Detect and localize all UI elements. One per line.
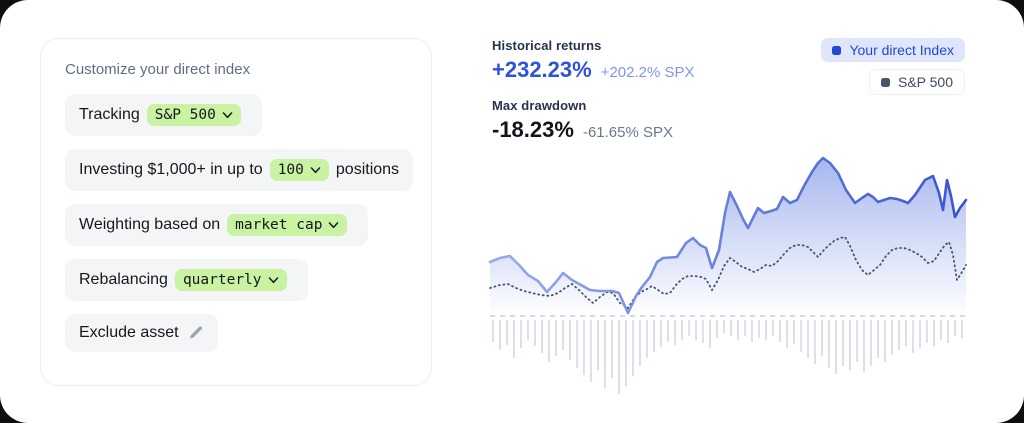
max-drawdown-label: Max drawdown xyxy=(492,98,587,113)
positions-label: Investing $1,000+ in up to xyxy=(79,161,263,178)
max-drawdown-value: -18.23% xyxy=(492,117,574,142)
tracking-label: Tracking xyxy=(79,106,140,123)
option-rows: Tracking S&P 500 Investing $1,000+ in up t… xyxy=(65,94,414,352)
chevron-down-icon xyxy=(310,166,321,173)
stats-block: Historical returns +232.23% +202.2% SPX … xyxy=(492,38,695,158)
legend-label: Your direct Index xyxy=(849,42,954,58)
customize-panel: Customize your direct index Tracking S&P … xyxy=(40,38,432,386)
rebalancing-dropdown[interactable]: quarterly xyxy=(174,269,287,291)
rebalancing-row: Rebalancing quarterly xyxy=(65,259,308,301)
chevron-down-icon xyxy=(268,276,278,283)
historical-returns-value: +232.23% xyxy=(492,57,592,82)
legend-dot-icon xyxy=(832,45,842,55)
performance-chart xyxy=(488,156,968,394)
exclude-asset-label: Exclude asset xyxy=(79,324,179,341)
positions-dropdown[interactable]: 100 xyxy=(269,159,329,181)
positions-row: Investing $1,000+ in up to 100 positions xyxy=(65,149,414,191)
tracking-row: Tracking S&P 500 xyxy=(65,94,262,136)
tracking-dropdown[interactable]: S&P 500 xyxy=(146,104,241,126)
direct-index-area xyxy=(490,158,966,316)
legend-chip-your-direct-index[interactable]: Your direct Index xyxy=(821,38,965,62)
max-drawdown-benchmark: -61.65% SPX xyxy=(582,124,674,141)
drawdown-bars xyxy=(492,320,963,394)
panel-title: Customize your direct index xyxy=(65,61,251,78)
positions-suffix: positions xyxy=(335,161,400,178)
direct-index-line xyxy=(488,156,968,315)
spx-line xyxy=(489,235,967,310)
legend-dot-icon xyxy=(880,77,890,87)
chart-legend: Your direct Index S&P 500 xyxy=(821,38,965,95)
chevron-down-icon xyxy=(329,221,339,228)
weighting-row: Weighting based on market cap xyxy=(65,204,369,246)
legend-chip-s-p-500[interactable]: S&P 500 xyxy=(868,69,965,95)
rebalancing-label: Rebalancing xyxy=(79,271,168,288)
weighting-dropdown[interactable]: market cap xyxy=(227,214,348,236)
historical-returns-label: Historical returns xyxy=(492,38,602,53)
weighting-label: Weighting based on xyxy=(79,216,221,233)
legend-label: S&P 500 xyxy=(897,74,953,90)
historical-returns-benchmark: +202.2% SPX xyxy=(600,64,695,81)
exclude-asset-row[interactable]: Exclude asset xyxy=(65,314,218,352)
chevron-down-icon xyxy=(222,111,233,118)
pencil-icon xyxy=(189,326,202,339)
